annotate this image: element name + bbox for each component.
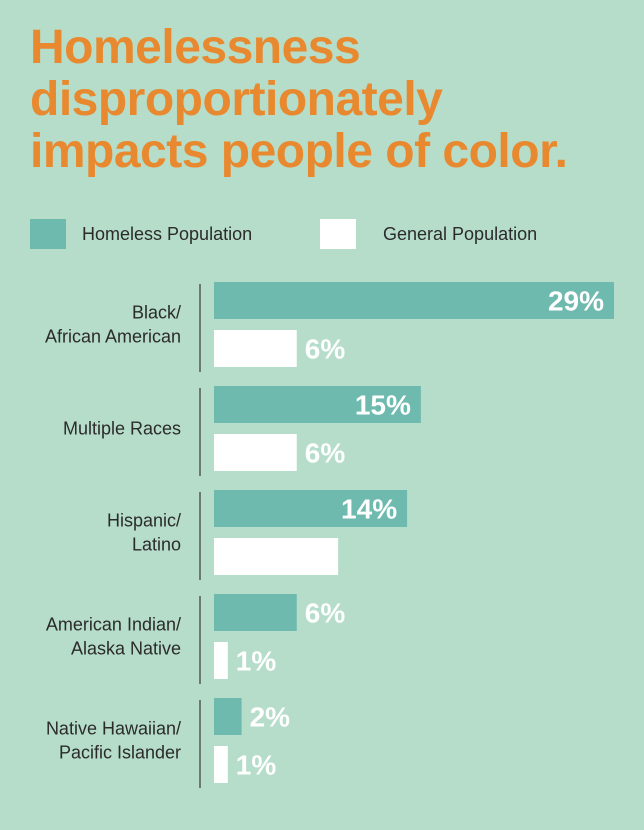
category-label-0-1: African American (45, 327, 181, 347)
value-label-general-2: 9% (288, 542, 329, 573)
bar-homeless-3 (214, 594, 297, 631)
chart-title: Homelessness disproportionately impacts … (30, 22, 630, 178)
title-line-3: impacts people of color. (30, 125, 568, 178)
legend-item-homeless: Homeless Population (30, 218, 252, 250)
value-label-homeless-4: 2% (250, 702, 291, 733)
category-label-3-1: Alaska Native (71, 639, 181, 659)
legend-item-general: General Population (320, 218, 537, 250)
title-line-1: Homelessness (30, 21, 361, 74)
bar-general-1 (214, 434, 297, 471)
category-label-1-0: Multiple Races (63, 419, 181, 439)
category-label-0-0: Black/ (132, 303, 181, 323)
bar-homeless-2 (214, 490, 408, 527)
category-label-2-0: Hispanic/ (107, 511, 181, 531)
legend-swatch-homeless (30, 219, 66, 249)
legend-label-homeless: Homeless Population (82, 223, 253, 244)
bar-general-0 (214, 330, 297, 367)
legend: Homeless Population General Population (30, 218, 630, 250)
category-label-4-0: Native Hawaiian/ (46, 719, 181, 739)
bar-homeless-0 (214, 282, 614, 319)
bar-general-2 (214, 538, 339, 575)
value-label-homeless-3: 6% (305, 598, 346, 629)
value-label-homeless-0: 29% (548, 286, 604, 317)
legend-label-general: General Population (383, 223, 538, 244)
bar-general-4 (214, 746, 228, 783)
bar-general-3 (214, 642, 228, 679)
value-label-general-1: 6% (305, 438, 346, 469)
value-label-general-4: 1% (236, 750, 277, 781)
value-label-general-3: 1% (236, 646, 277, 677)
value-label-homeless-1: 15% (355, 390, 411, 421)
legend-swatch-general (320, 219, 356, 249)
category-label-3-0: American Indian/ (46, 615, 181, 635)
bar-homeless-4 (214, 698, 242, 735)
value-label-general-0: 6% (305, 334, 346, 365)
bar-homeless-1 (214, 386, 421, 423)
title-line-2: disproportionately (30, 73, 443, 126)
value-label-homeless-2: 14% (341, 494, 397, 525)
category-label-2-1: Latino (132, 535, 181, 555)
category-label-4-1: Pacific Islander (59, 743, 181, 763)
